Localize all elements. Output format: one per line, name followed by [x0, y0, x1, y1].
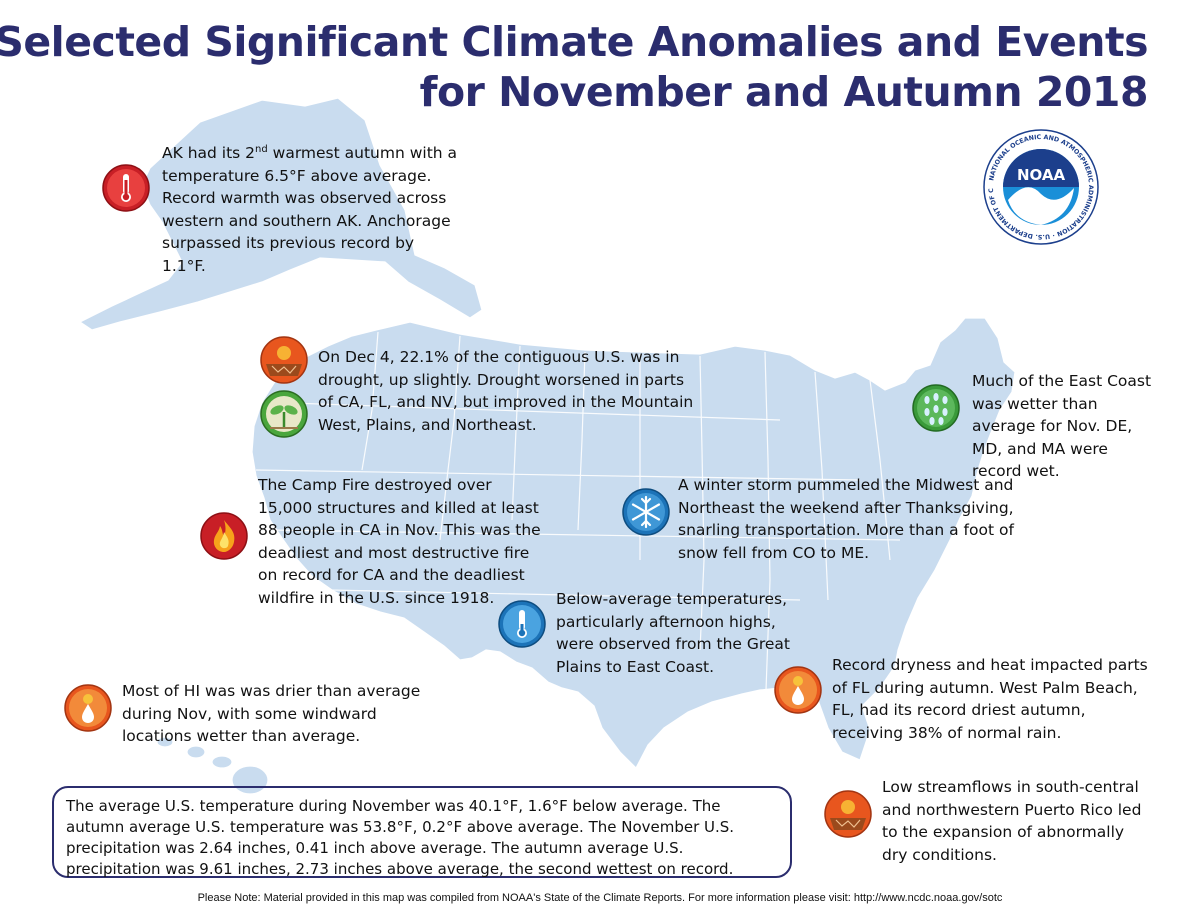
callout-alaska-sup: nd	[255, 143, 268, 155]
callout-puerto-rico: Low streamflows in south-central and nor…	[882, 778, 1142, 864]
hawaii-island-2	[186, 745, 206, 759]
callout-drought: On Dec 4, 22.1% of the contiguous U.S. w…	[318, 348, 694, 434]
dry-heat-drop-icon	[774, 666, 822, 714]
thermometer-cold-icon	[498, 600, 546, 648]
hawaii-island-1	[156, 736, 174, 748]
dry-drop-icon	[64, 684, 112, 732]
wildfire-icon	[200, 512, 248, 560]
drought-cracked-earth-icon	[260, 336, 308, 384]
callout-camp-fire: The Camp Fire destroyed over 15,000 stru…	[258, 476, 541, 607]
callout-below-average: Below-average temperatures, particularly…	[556, 590, 791, 676]
noaa-logo-wordmark: NOAA	[1017, 166, 1066, 184]
snowflake-icon	[622, 488, 670, 536]
callout-alaska-post: warmest autumn with a temperature 6.5°F …	[162, 144, 458, 275]
alaska-shape	[78, 97, 483, 331]
footnote: Please Note: Material provided in this m…	[197, 892, 1003, 904]
drought-cracked-earth-icon	[824, 790, 872, 838]
rain-wet-icon	[912, 384, 960, 432]
contiguous-us-shape	[251, 317, 1016, 770]
noaa-logo: NATIONAL OCEANIC AND ATMOSPHERIC ADMINIS…	[982, 128, 1099, 245]
page-subtitle: for November and Autumn 2018	[419, 68, 1149, 116]
callout-east-coast: Much of the East Coast was wetter than a…	[972, 372, 1152, 480]
summary-box: The average U.S. temperature during Nove…	[52, 786, 792, 878]
page-title: U.S. Selected Significant Climate Anomal…	[0, 18, 1149, 66]
callout-alaska-pre: AK had its 2	[162, 144, 256, 162]
hawaii-island-3	[211, 755, 233, 769]
drought-improvement-plant-icon	[260, 390, 308, 438]
thermometer-warm-icon	[102, 164, 150, 212]
callout-hawaii: Most of HI was was drier than average du…	[122, 682, 421, 745]
callout-florida: Record dryness and heat impacted parts o…	[832, 656, 1148, 742]
callout-alaska: AK had its 2nd warmest autumn with a tem…	[162, 142, 462, 277]
callout-winter-storm: A winter storm pummeled the Midwest and …	[678, 476, 1014, 562]
